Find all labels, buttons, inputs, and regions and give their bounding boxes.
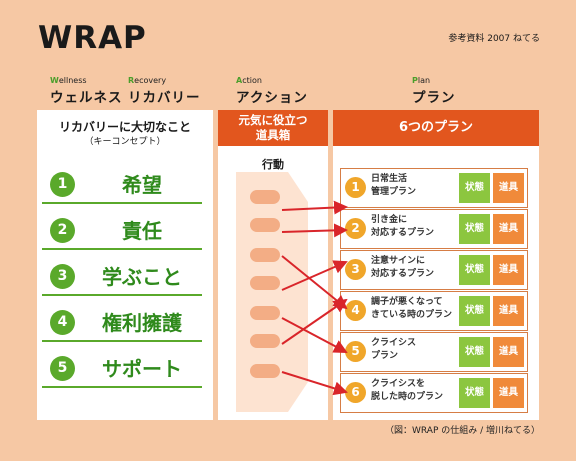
concept-item-advocacy: 4 権利擁護 <box>42 310 202 342</box>
concept-label: 学ぶこと <box>102 265 182 289</box>
plan-text: 注意サインに 対応するプラン <box>371 256 435 279</box>
plan-item-2: 2 引き金に 対応するプラン 状態 道具 <box>340 209 528 249</box>
concept-number: 2 <box>50 218 75 243</box>
connector-arrow <box>281 255 348 310</box>
plan-state-box: 状態 <box>459 378 490 408</box>
plan-item-6: 6 クライシスを 脱した時のプラン 状態 道具 <box>340 373 528 413</box>
toolbox-header-line2: 道具箱 <box>255 128 291 142</box>
concept-number: 3 <box>50 264 75 289</box>
concept-item-learning: 3 学ぶこと <box>42 264 202 296</box>
connector-arrow <box>281 200 348 215</box>
plan-tool-box: 道具 <box>493 378 524 408</box>
header-recovery-jp: リカバリー <box>128 90 201 106</box>
plan-number: 6 <box>345 382 366 403</box>
plan-text: 調子が悪くなって きている時のプラン <box>371 297 453 320</box>
header-recovery-en: Recovery <box>128 76 167 85</box>
tool-pill <box>250 276 280 290</box>
plan-number: 5 <box>345 341 366 362</box>
concept-item-support: 5 サポート <box>42 356 202 388</box>
toolbox-header-line1: 元気に役立つ <box>238 113 308 127</box>
toolbox-header: 元気に役立つ 道具箱 <box>218 110 328 146</box>
plan-tool-box: 道具 <box>493 255 524 285</box>
concept-label: 希望 <box>122 173 162 197</box>
connector-arrow <box>281 223 348 238</box>
plan-item-5: 5 クライシス プラン 状態 道具 <box>340 332 528 372</box>
plan-number: 1 <box>345 177 366 198</box>
plan-state-box: 状態 <box>459 173 490 203</box>
plan-number: 4 <box>345 300 366 321</box>
header-action-jp: アクション <box>236 90 308 106</box>
plan-text: クライシスを 脱した時のプラン <box>371 379 444 402</box>
page-title: WRAP <box>38 20 147 56</box>
header-plan-jp: プラン <box>412 90 456 106</box>
tool-pill <box>250 334 280 348</box>
reference-note: 参考資料 2007 ねてる <box>448 34 540 44</box>
plan-item-4: 4 調子が悪くなって きている時のプラン 状態 道具 <box>340 291 528 331</box>
plan-text: クライシス プラン <box>371 338 417 361</box>
plan-number: 3 <box>345 259 366 280</box>
plan-tool-box: 道具 <box>493 296 524 326</box>
concept-number: 5 <box>50 356 75 381</box>
connector-arrow <box>281 298 348 345</box>
concept-number: 4 <box>50 310 75 335</box>
concepts-title: リカバリーに大切なこと <box>58 120 191 134</box>
plan-item-3: 3 注意サインに 対応するプラン 状態 道具 <box>340 250 528 290</box>
concept-label: 権利擁護 <box>102 311 182 335</box>
plan-state-box: 状態 <box>459 337 490 367</box>
figure-caption: （図：WRAP の仕組み / 増川ねてる） <box>385 426 540 436</box>
tool-pill <box>250 248 280 262</box>
connector-arrow <box>281 317 348 353</box>
plan-state-box: 状態 <box>459 296 490 326</box>
plan-tool-box: 道具 <box>493 173 524 203</box>
connector-arrow <box>281 371 348 396</box>
header-plan-en: Plan <box>412 76 431 85</box>
concept-label: サポート <box>102 357 182 381</box>
tool-pill <box>250 190 280 204</box>
plan-state-box: 状態 <box>459 255 490 285</box>
tool-pill <box>250 218 280 232</box>
tool-pill <box>250 306 280 320</box>
concept-item-hope: 1 希望 <box>42 172 202 204</box>
plan-state-box: 状態 <box>459 214 490 244</box>
tool-pill <box>250 364 280 378</box>
plan-tool-box: 道具 <box>493 214 524 244</box>
plan-text: 日常生活 管理プラン <box>371 174 417 197</box>
connector-arrow <box>281 260 348 291</box>
plan-item-1: 1 日常生活 管理プラン 状態 道具 <box>340 168 528 208</box>
plan-text: 引き金に 対応するプラン <box>371 215 435 238</box>
action-label: 行動 <box>262 158 284 171</box>
plan-tool-box: 道具 <box>493 337 524 367</box>
concept-label: 責任 <box>122 219 162 243</box>
plans-header: 6つのプラン <box>333 110 539 146</box>
plan-number: 2 <box>345 218 366 239</box>
header-wellness-jp: ウェルネス <box>50 90 123 106</box>
concept-number: 1 <box>50 172 75 197</box>
header-wellness-en: Wellness <box>50 76 87 85</box>
concept-item-responsibility: 2 責任 <box>42 218 202 250</box>
header-action-en: Action <box>236 76 262 85</box>
concepts-subtitle: （キーコンセプト） <box>84 137 166 147</box>
